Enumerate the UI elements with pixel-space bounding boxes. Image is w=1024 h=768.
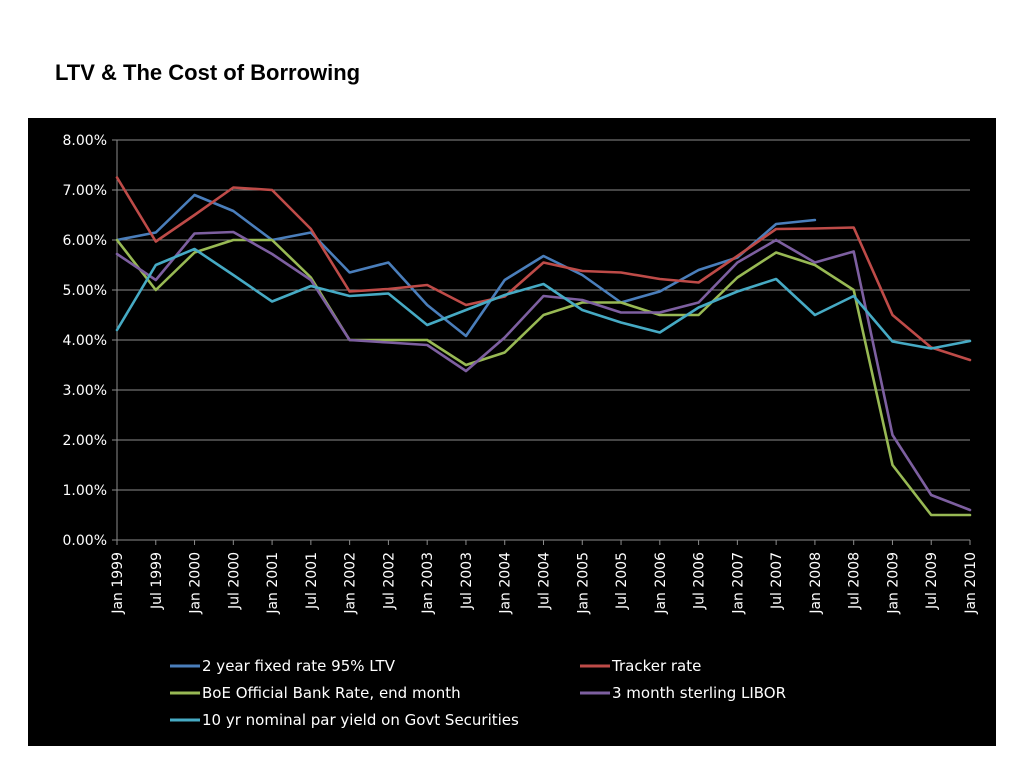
x-tick-label: Jan 2010 — [963, 552, 979, 615]
x-tick-label: Jan 2009 — [885, 552, 901, 615]
series-lines — [115, 176, 972, 517]
y-tick-label: 4.00% — [63, 333, 107, 349]
y-tick-label: 3.00% — [63, 383, 107, 399]
y-tick-label: 7.00% — [63, 183, 107, 199]
x-tick-label: Jul 2001 — [304, 552, 320, 610]
x-tick-label: Jul 2002 — [381, 552, 397, 610]
legend-label: BoE Official Bank Rate, end month — [202, 684, 461, 702]
series-line-4 — [115, 247, 972, 350]
x-tick-label: Jul 2005 — [614, 552, 630, 610]
y-tick-label: 5.00% — [63, 283, 107, 299]
series-line-2 — [115, 238, 972, 517]
series-line-0 — [115, 193, 817, 338]
x-tick-label: Jan 1999 — [110, 552, 126, 615]
x-tick-label: Jul 2009 — [924, 552, 940, 610]
y-tick-label: 2.00% — [63, 433, 107, 449]
x-tick-label: Jul 1999 — [149, 552, 165, 610]
x-tick-label: Jan 2005 — [575, 552, 591, 615]
legend-label: 3 month sterling LIBOR — [612, 684, 786, 702]
x-tick-label: Jan 2004 — [498, 552, 514, 615]
x-tick-label: Jul 2006 — [692, 552, 708, 610]
y-tick-label: 6.00% — [63, 233, 107, 249]
x-tick-label: Jan 2006 — [653, 552, 669, 615]
x-tick-label: Jul 2008 — [847, 552, 863, 610]
line-chart: 0.00% 1.00% 2.00% 3.00% 4.00% 5.00% 6.00% 7.00%… — [63, 133, 979, 729]
y-tick-label: 8.00% — [63, 133, 107, 149]
series-line-3 — [115, 230, 972, 512]
legend: 2 year fixed rate 95% LTV Tracker rate BoE… — [170, 657, 786, 729]
x-tick-label: Jan 2003 — [420, 552, 436, 615]
page-title: LTV & The Cost of Borrowing — [55, 60, 361, 85]
x-tick-label: Jul 2004 — [537, 552, 553, 610]
x-tick-label: Jul 2007 — [769, 552, 785, 610]
x-tick-label: Jan 2008 — [808, 552, 824, 615]
axes: 0.00% 1.00% 2.00% 3.00% 4.00% 5.00% 6.00% 7.00%… — [63, 133, 979, 615]
y-tick-label: 0.00% — [63, 533, 107, 549]
y-tick-label: 1.00% — [63, 483, 107, 499]
legend-label: Tracker rate — [611, 657, 701, 675]
x-tick-label: Jan 2001 — [265, 552, 281, 615]
legend-label: 10 yr nominal par yield on Govt Securiti… — [202, 711, 519, 729]
legend-label: 2 year fixed rate 95% LTV — [202, 657, 396, 675]
series-line-1 — [115, 176, 972, 362]
chart-panel: 0.00% 1.00% 2.00% 3.00% 4.00% 5.00% 6.00% 7.00%… — [28, 118, 996, 746]
x-tick-label: Jan 2007 — [730, 552, 746, 615]
x-tick-label: Jul 2000 — [226, 552, 242, 610]
x-tick-label: Jul 2003 — [459, 552, 475, 610]
x-tick-label: Jan 2000 — [188, 552, 204, 615]
x-tick-label: Jan 2002 — [343, 552, 359, 615]
